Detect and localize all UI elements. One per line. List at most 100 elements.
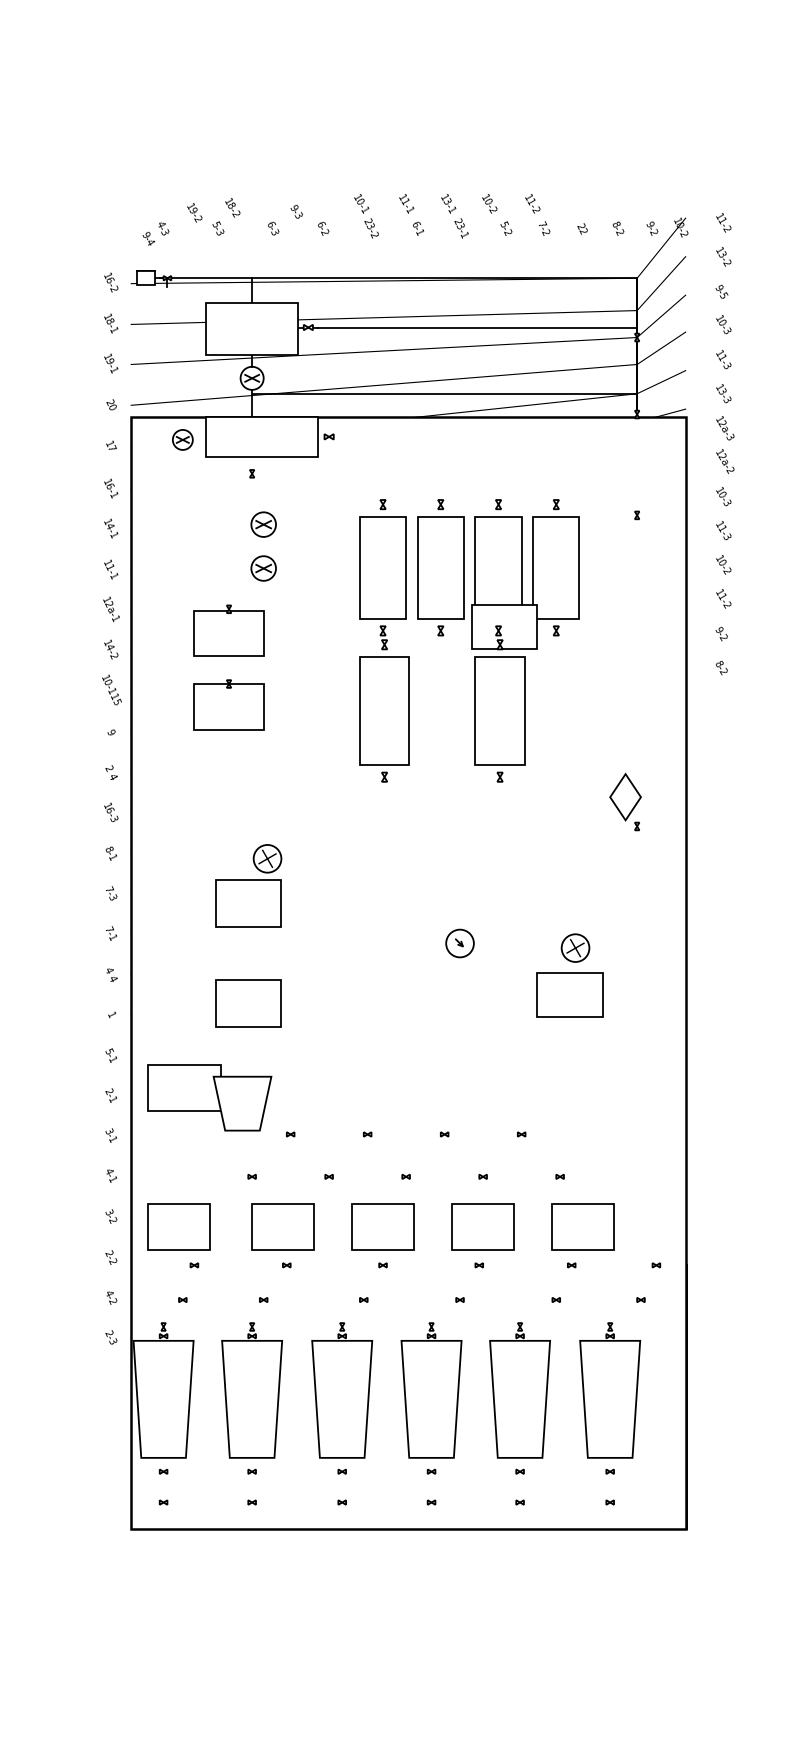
Polygon shape [430,1328,434,1331]
Polygon shape [226,681,231,684]
Bar [206,303,298,356]
Text: 13-3: 13-3 [712,384,731,407]
Text: 17: 17 [102,440,117,456]
Text: 2-2: 2-2 [102,1249,118,1266]
Polygon shape [329,1175,333,1179]
Polygon shape [441,1131,445,1137]
Polygon shape [250,1323,254,1328]
Text: 11-3: 11-3 [712,349,731,372]
Polygon shape [287,1131,290,1137]
Polygon shape [382,772,387,777]
Polygon shape [483,1175,487,1179]
Text: 7-1: 7-1 [102,924,118,944]
Text: 6-2: 6-2 [314,219,330,239]
Polygon shape [635,333,639,337]
Text: 8-2: 8-2 [712,660,729,679]
Polygon shape [183,1298,186,1301]
Polygon shape [428,1333,431,1338]
Polygon shape [402,1175,406,1179]
Polygon shape [402,1340,462,1458]
Polygon shape [163,1470,167,1473]
Polygon shape [635,414,639,419]
Text: 9-2: 9-2 [642,219,658,239]
Text: 16-1: 16-1 [101,477,119,502]
Bar [452,1203,514,1251]
Polygon shape [610,1500,614,1505]
Polygon shape [608,1323,613,1328]
Polygon shape [635,826,639,830]
Polygon shape [264,1298,267,1301]
Polygon shape [554,505,559,509]
Polygon shape [304,324,308,330]
Text: 4-2: 4-2 [102,1289,118,1307]
Polygon shape [460,1298,464,1301]
Text: 2 4: 2 4 [102,763,118,782]
Text: 16-3: 16-3 [101,802,119,826]
Polygon shape [653,1263,656,1268]
Text: 2-1: 2-1 [102,1087,118,1105]
Polygon shape [226,609,231,614]
Polygon shape [283,1263,287,1268]
Text: 18-1: 18-1 [101,312,119,337]
Polygon shape [312,1340,372,1458]
Polygon shape [516,1470,520,1473]
Bar [352,1203,414,1251]
Polygon shape [479,1175,483,1179]
Polygon shape [431,1333,435,1338]
Polygon shape [641,1298,645,1301]
Text: 8-2: 8-2 [609,219,624,239]
Polygon shape [553,1298,556,1301]
Bar [475,517,522,619]
Bar [472,605,537,649]
Polygon shape [226,605,231,609]
Polygon shape [456,1298,460,1301]
Polygon shape [380,626,386,631]
Polygon shape [522,1131,526,1137]
Polygon shape [498,645,503,649]
Polygon shape [163,1500,167,1505]
Polygon shape [382,777,387,782]
Bar [360,517,406,619]
Polygon shape [160,1470,163,1473]
Polygon shape [179,1298,183,1301]
Polygon shape [438,631,443,635]
Polygon shape [610,1470,614,1473]
Polygon shape [368,1131,371,1137]
Text: 4 4: 4 4 [102,966,118,984]
Polygon shape [160,1500,163,1505]
Polygon shape [637,1298,641,1301]
Polygon shape [556,1298,560,1301]
Text: 7-2: 7-2 [534,219,550,239]
Text: 4-1: 4-1 [102,1166,118,1186]
Text: 20: 20 [102,398,117,412]
Polygon shape [635,823,639,826]
Text: 10-3: 10-3 [712,486,731,510]
Polygon shape [380,505,386,509]
Polygon shape [554,631,559,635]
Text: 10-2: 10-2 [670,217,689,240]
Polygon shape [606,1333,610,1338]
Polygon shape [498,777,503,782]
Polygon shape [338,1500,342,1505]
Polygon shape [430,1323,434,1328]
Text: 13-2: 13-2 [712,246,731,270]
Polygon shape [431,1500,435,1505]
Polygon shape [329,433,334,440]
Text: 12a-2: 12a-2 [712,449,734,477]
Bar [148,1065,222,1112]
Bar [194,610,264,656]
Bar [194,684,264,730]
Polygon shape [214,1077,271,1131]
Polygon shape [554,500,559,505]
Text: 5-2: 5-2 [496,219,512,239]
Bar [537,973,602,1017]
Text: 9-5: 9-5 [712,282,729,302]
Text: 3-2: 3-2 [102,1207,118,1226]
Polygon shape [290,1131,294,1137]
Polygon shape [428,1500,431,1505]
Text: 11-2: 11-2 [712,588,731,612]
Text: 6-3: 6-3 [263,219,279,239]
Text: 7-3: 7-3 [102,886,118,903]
Polygon shape [518,1131,522,1137]
Polygon shape [635,512,639,516]
